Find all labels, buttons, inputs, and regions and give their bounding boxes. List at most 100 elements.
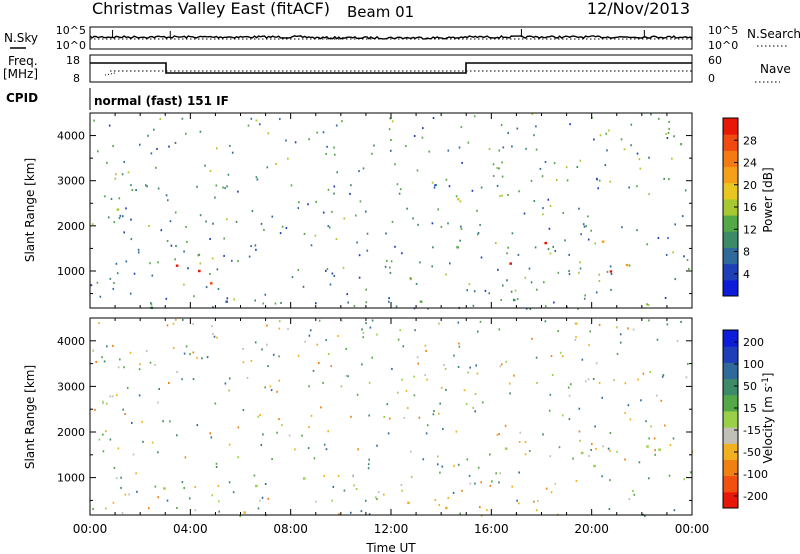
- y-tick-label: 3000: [57, 175, 85, 188]
- heatmap-cell: [224, 187, 226, 190]
- heatmap-cell: [264, 386, 266, 389]
- heatmap-cell: [125, 260, 128, 263]
- heatmap-cell: [598, 323, 601, 326]
- heatmap-cell: [214, 196, 216, 199]
- heatmap-cell: [174, 141, 177, 144]
- heatmap-cell: [272, 353, 275, 356]
- heatmap-cell: [187, 267, 189, 270]
- heatmap-cell: [259, 499, 261, 502]
- heatmap-cell: [437, 208, 439, 211]
- heatmap-cell: [537, 500, 539, 502]
- heatmap-cell: [606, 270, 609, 273]
- heatmap-cell: [685, 376, 688, 379]
- heatmap-cell: [294, 448, 296, 451]
- heatmap-cell: [294, 141, 297, 144]
- colorbar-swatch: [723, 459, 738, 477]
- heatmap-cell: [633, 493, 636, 496]
- heatmap-cell: [672, 251, 674, 254]
- heatmap-cell: [175, 318, 177, 321]
- heatmap-cell: [350, 415, 352, 418]
- colorbar-swatch: [723, 231, 738, 248]
- heatmap-cell: [525, 147, 527, 150]
- heatmap-cell: [472, 406, 474, 409]
- heatmap-cell: [525, 307, 528, 310]
- freq-label: Freq.: [8, 54, 38, 68]
- heatmap-cell: [112, 145, 114, 148]
- heatmap-cell: [599, 134, 602, 137]
- x-tick-label: 00:00: [675, 522, 710, 536]
- heatmap-cell: [439, 402, 441, 405]
- heatmap-cell: [500, 363, 503, 366]
- heatmap-cell: [225, 300, 228, 303]
- heatmap-cell: [106, 402, 108, 405]
- heatmap-cell: [553, 162, 556, 165]
- heatmap-cell: [391, 120, 394, 123]
- heatmap-cell: [621, 226, 623, 229]
- heatmap-cell: [601, 475, 603, 478]
- heatmap-cell: [373, 144, 375, 147]
- heatmap-cell: [176, 507, 178, 509]
- heatmap-cell: [509, 382, 511, 385]
- heatmap-cell: [638, 158, 641, 161]
- heatmap-cell: [566, 179, 569, 182]
- heatmap-cell: [509, 262, 512, 265]
- heatmap-cell: [369, 326, 372, 329]
- heatmap-cell: [209, 170, 212, 173]
- colorbar-tick-label: 28: [743, 134, 757, 147]
- heatmap-cell: [486, 509, 488, 512]
- colorbar-swatch: [723, 443, 738, 460]
- heatmap-cell: [504, 447, 508, 450]
- heatmap-cell: [368, 381, 371, 384]
- heatmap-cell: [113, 221, 116, 224]
- heatmap-cell: [425, 432, 428, 435]
- heatmap-cell: [93, 119, 95, 122]
- heatmap-cell: [201, 357, 203, 360]
- heatmap-cell: [91, 223, 94, 226]
- heatmap-cell: [204, 164, 206, 167]
- heatmap-cell: [338, 513, 340, 516]
- heatmap-cell: [357, 448, 359, 451]
- heatmap-cell: [542, 207, 544, 210]
- heatmap-cell: [523, 212, 526, 215]
- heatmap-cell: [181, 481, 184, 484]
- heatmap-cell: [194, 486, 196, 488]
- x-tick-label: 20:00: [574, 522, 609, 536]
- heatmap-cell: [315, 200, 317, 203]
- velocity-colorbar-label: Velocity [m s-1]: [761, 373, 775, 464]
- heatmap-cell: [359, 200, 362, 203]
- heatmap-cell: [384, 265, 387, 268]
- heatmap-cell: [388, 297, 390, 300]
- heatmap-cell: [353, 484, 355, 487]
- freq-tick-bottom: 8: [73, 72, 80, 85]
- heatmap-cell: [459, 200, 462, 203]
- heatmap-cell: [431, 181, 434, 184]
- heatmap-cell: [669, 444, 672, 447]
- heatmap-cell: [325, 339, 327, 342]
- heatmap-cell: [337, 335, 339, 337]
- power-ylabel: Slant Range [km]: [23, 158, 37, 262]
- heatmap-cell: [248, 255, 251, 258]
- heatmap-cell: [386, 403, 389, 406]
- colorbar-swatch: [723, 346, 738, 363]
- heatmap-cell: [366, 232, 369, 235]
- heatmap-cell: [582, 223, 585, 226]
- heatmap-cell: [361, 363, 363, 366]
- heatmap-cell: [595, 447, 597, 450]
- heatmap-cell: [94, 408, 96, 411]
- heatmap-cell: [544, 305, 547, 308]
- colorbar-tick-label: 24: [743, 157, 757, 170]
- heatmap-cell: [176, 371, 178, 373]
- heatmap-cell: [437, 455, 439, 458]
- colorbar-swatch: [723, 247, 738, 265]
- heatmap-cell: [270, 389, 273, 392]
- heatmap-cell: [331, 272, 334, 275]
- heatmap-cell: [533, 134, 535, 137]
- colorbar-swatch: [723, 263, 738, 281]
- colorbar-tick-label: 50: [743, 380, 757, 393]
- heatmap-cell: [530, 179, 533, 182]
- heatmap-cell: [233, 298, 235, 301]
- heatmap-cell: [333, 185, 336, 188]
- heatmap-cell: [564, 239, 566, 242]
- heatmap-cell: [353, 305, 356, 308]
- heatmap-cell: [557, 271, 560, 274]
